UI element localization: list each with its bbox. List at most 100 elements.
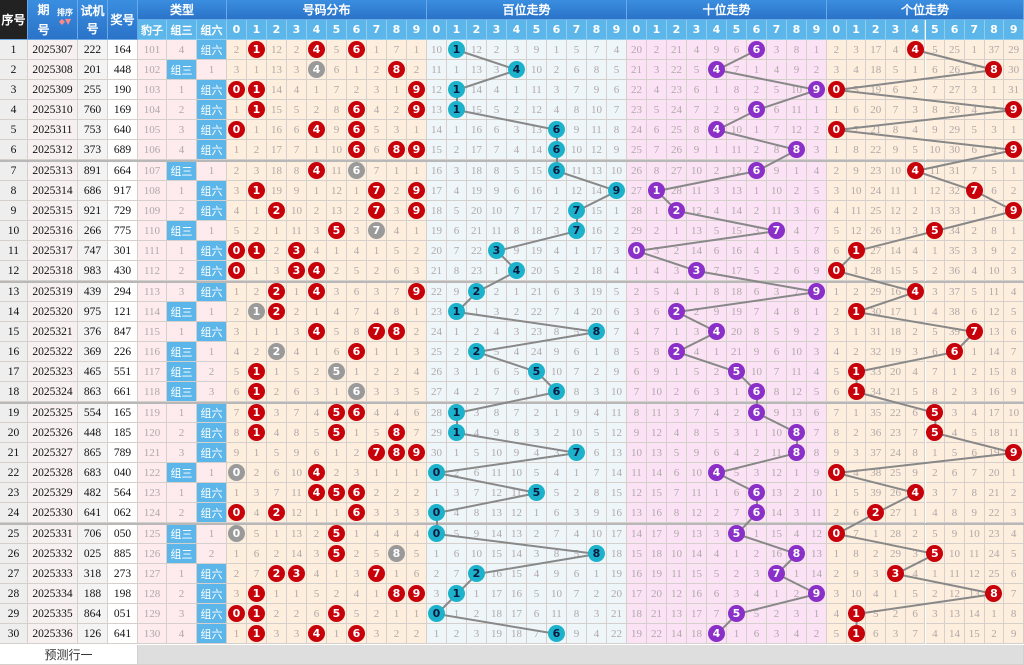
miss-count-cell: 12 <box>287 503 307 523</box>
miss-count-cell: 5 <box>984 161 1005 181</box>
miss-count-cell: 3 <box>467 624 487 644</box>
number-ball: 6 <box>348 484 365 501</box>
miss-count-cell: 12 <box>687 503 707 523</box>
row-issue: 2025316 <box>28 221 78 241</box>
miss-count-cell: 1 <box>1004 120 1024 140</box>
row-draw-number: 789 <box>108 443 138 463</box>
miss-count-cell: 10 <box>984 261 1005 281</box>
header-digit-tens-7: 7 <box>767 20 787 40</box>
miss-count-cell: 6 <box>287 382 307 402</box>
miss-count-cell: 4 <box>787 524 807 544</box>
number-ball: 8 <box>388 444 405 461</box>
miss-count-cell: 5 <box>707 221 727 241</box>
miss-count-cell: 5 <box>767 322 787 342</box>
miss-count-cell: 3 <box>667 261 687 281</box>
miss-count-cell: 2 <box>267 241 287 261</box>
miss-count-cell: 31 <box>866 322 887 342</box>
hit-cell: 0 <box>427 463 447 483</box>
miss-count-cell: 12 <box>627 483 647 503</box>
miss-count-cell: 6 <box>925 60 946 80</box>
miss-count-cell: 8 <box>287 423 307 443</box>
header-digit-units-8: 8 <box>984 20 1005 40</box>
row-group6: 组六 <box>197 140 227 160</box>
row-draw-number: 775 <box>108 221 138 241</box>
miss-count-cell: 8 <box>807 443 827 463</box>
miss-count-cell: 37 <box>866 443 887 463</box>
row-seq: 16 <box>0 342 28 362</box>
miss-count-cell: 3 <box>447 362 467 382</box>
row-group3: 4 <box>167 624 197 644</box>
miss-count-cell: 5 <box>647 282 667 302</box>
hit-cell: 5 <box>327 604 347 624</box>
row-issue: 2025334 <box>28 584 78 604</box>
miss-count-cell: 1 <box>984 604 1005 624</box>
sort-icon[interactable]: 排序 ◆▼ <box>57 8 73 26</box>
hit-cell: 4 <box>905 40 926 60</box>
miss-count-cell: 1 <box>407 221 427 241</box>
miss-count-cell: 15 <box>627 544 647 564</box>
hit-cell: 9 <box>407 100 427 120</box>
miss-count-cell: 2 <box>667 241 687 261</box>
row-leopard-miss: 116 <box>138 342 167 362</box>
number-ball: 6 <box>348 504 365 521</box>
row-test-number: 863 <box>78 382 108 402</box>
miss-count-cell: 4 <box>527 443 547 463</box>
hit-cell: 4 <box>307 483 327 503</box>
row-draw-number: 226 <box>108 342 138 362</box>
miss-count-cell: 38 <box>945 302 965 322</box>
miss-count-cell: 8 <box>767 140 787 160</box>
miss-count-cell: 15 <box>886 261 906 281</box>
miss-count-cell: 2 <box>427 564 447 584</box>
header-test-number: 试机号 <box>78 0 108 40</box>
miss-count-cell: 2 <box>747 80 767 100</box>
miss-count-cell: 24 <box>427 322 447 342</box>
miss-count-cell: 10 <box>687 463 707 483</box>
hit-cell: 6 <box>547 624 567 644</box>
miss-count-cell: 12 <box>667 584 687 604</box>
miss-count-cell: 1 <box>547 181 567 201</box>
miss-count-cell: 12 <box>607 423 627 443</box>
miss-count-cell: 8 <box>787 302 807 322</box>
hit-cell: 1 <box>846 302 867 322</box>
hit-cell: 4 <box>905 161 926 181</box>
miss-count-cell: 13 <box>287 524 307 544</box>
miss-count-cell: 5 <box>727 463 747 483</box>
header-issue[interactable]: 期号 排序 ◆▼ <box>28 0 78 40</box>
row-group6: 3 <box>197 382 227 402</box>
number-ball: 1 <box>448 303 465 320</box>
miss-count-cell: 7 <box>547 302 567 322</box>
miss-count-cell: 3 <box>587 382 607 402</box>
miss-count-cell: 4 <box>905 564 926 584</box>
miss-count-cell: 1 <box>427 544 447 564</box>
number-ball: 9 <box>1005 141 1023 158</box>
miss-count-cell: 7 <box>647 140 667 160</box>
hit-cell: 9 <box>1004 140 1024 160</box>
header-digit-hund-5: 5 <box>527 20 547 40</box>
hit-cell: 4 <box>707 60 727 80</box>
miss-count-cell: 3 <box>547 221 567 241</box>
miss-count-cell: 2 <box>905 322 926 342</box>
hit-cell: 8 <box>787 140 807 160</box>
miss-count-cell: 1 <box>347 181 367 201</box>
miss-count-cell: 11 <box>547 604 567 624</box>
miss-count-cell: 20 <box>647 584 667 604</box>
miss-count-cell: 12 <box>587 140 607 160</box>
row-group3: 组三 <box>167 342 197 362</box>
row-leopard-miss: 108 <box>138 181 167 201</box>
miss-count-cell: 12 <box>647 423 667 443</box>
miss-count-cell: 9 <box>607 140 627 160</box>
miss-count-cell: 10 <box>547 584 567 604</box>
row-group3: 组三 <box>167 463 197 483</box>
miss-count-cell: 20 <box>984 463 1005 483</box>
number-ball: 4 <box>906 41 924 58</box>
miss-count-cell: 12 <box>787 382 807 402</box>
miss-count-cell: 21 <box>627 60 647 80</box>
miss-count-cell: 2 <box>964 60 985 80</box>
row-group6: 组六 <box>197 40 227 60</box>
header-section-units: 个位走势 <box>827 0 1024 20</box>
miss-count-cell: 2 <box>925 463 946 483</box>
miss-count-cell: 7 <box>925 362 946 382</box>
miss-count-cell: 9 <box>727 100 747 120</box>
row-group6: 组六 <box>197 120 227 140</box>
miss-count-cell: 29 <box>627 221 647 241</box>
